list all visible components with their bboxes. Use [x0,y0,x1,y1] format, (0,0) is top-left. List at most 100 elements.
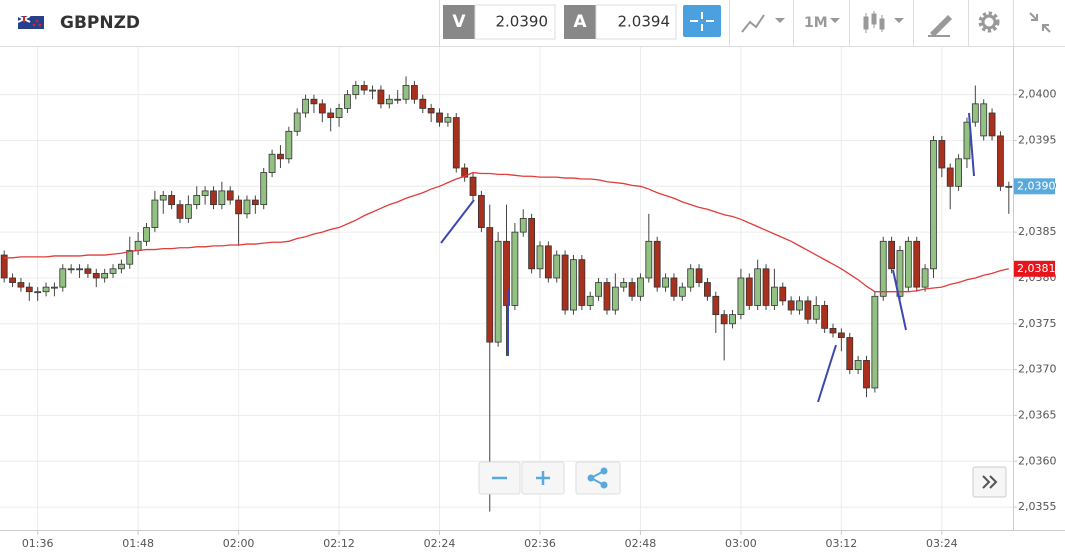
candle-body [854,360,862,371]
candle-body [184,204,192,219]
candle-body [804,300,812,320]
candle-body [210,190,217,206]
candle-body [553,254,561,279]
x-tick-label: 02:12 [323,537,355,550]
y-tick-label: 2,0355 [1018,500,1057,513]
candle-body [695,268,703,283]
candle-body [988,112,996,137]
candle-body [620,282,628,288]
candle-body [771,286,778,306]
candle-body [17,282,25,288]
candle-body [477,195,485,228]
candle-body [955,158,962,187]
candle-body [678,286,686,297]
candle-body [302,98,309,114]
y-tick-label: 2,0370 [1018,363,1057,376]
trend-lines [440,112,975,403]
y-tick-label: 2,0385 [1018,225,1057,238]
candle-body [193,195,201,206]
candle-body [519,217,527,233]
candle-body [720,314,728,325]
candle-body [486,227,494,343]
share-button[interactable] [575,461,621,495]
y-tick-label: 2,0400 [1018,88,1057,101]
y-tick-label: 2,0365 [1018,408,1057,421]
zoom-in-button[interactable] [521,461,565,495]
candle-body [821,305,829,329]
candle-body [67,268,75,271]
settings-button[interactable] [978,11,1000,33]
timeframe[interactable]: 1M [804,15,828,31]
candle-body [662,277,669,288]
ma-tag-label: 2,0381 [1017,262,1056,275]
draw-button[interactable] [928,15,952,37]
candle-body [285,130,293,160]
indicator-button[interactable] [741,14,785,33]
bid-label: V [452,12,466,32]
candle-body [729,314,736,325]
candle-body [603,282,611,311]
candle-body [737,277,745,316]
candle-body [754,268,762,306]
candle-body [235,199,242,215]
x-tick-label: 02:48 [625,537,657,550]
candle-body [812,305,820,320]
candle-body [101,272,109,279]
timeframe-caret[interactable] [830,18,840,23]
bid-box[interactable] [474,4,556,40]
x-tick-label: 01:48 [122,537,154,550]
x-tick-label: 03:24 [926,537,958,550]
candle-body [251,199,259,206]
scroll-end-button[interactable] [972,466,1007,498]
candle-body [871,295,879,389]
candle-body [92,272,100,279]
candle-body [611,286,619,311]
bid-badge[interactable] [443,5,475,39]
candle-body [796,300,803,311]
candle-body [779,286,787,302]
candle-body [411,85,418,100]
candle-body [461,167,469,178]
candle-body [369,89,376,92]
candle-body [277,153,284,160]
ask-badge[interactable] [564,5,596,39]
symbol: GBPNZD [60,13,140,33]
candle-body [645,240,653,279]
candle-body [151,199,159,228]
candle-body [377,89,385,105]
candle-body [544,245,552,279]
x-tick-label: 02:24 [424,537,456,550]
candle-body [938,140,946,169]
candle-body [25,286,33,293]
candle-body [59,268,67,288]
bid-price: 2.0390 [496,13,549,31]
candle-body [335,108,343,118]
zoom-out-button[interactable] [478,461,521,495]
candle-body [570,259,577,311]
candle-body [117,263,125,270]
candle-body [84,268,92,274]
candle-body [670,277,678,297]
crosshair-button[interactable] [683,5,721,37]
y-tick-label: 2,0360 [1018,454,1057,467]
chart-type-button[interactable] [863,11,904,33]
candle-body [143,227,150,242]
candle-body [394,98,402,101]
price-tag-label: 2,0390 [1017,179,1056,192]
candle-body [9,277,16,283]
candle-body [352,85,360,96]
candle-body [469,176,477,196]
collapse-button[interactable] [1029,12,1051,33]
candle-body [176,204,184,219]
candle-body [528,217,536,270]
candle-body [963,121,971,160]
candle-body [762,268,770,306]
candle-body [503,240,510,306]
candle-body [511,231,519,306]
candle-body [243,199,251,215]
candle-body [913,240,921,288]
ask-box[interactable] [595,4,677,40]
candle-body [168,195,176,206]
candle-body [595,282,602,297]
